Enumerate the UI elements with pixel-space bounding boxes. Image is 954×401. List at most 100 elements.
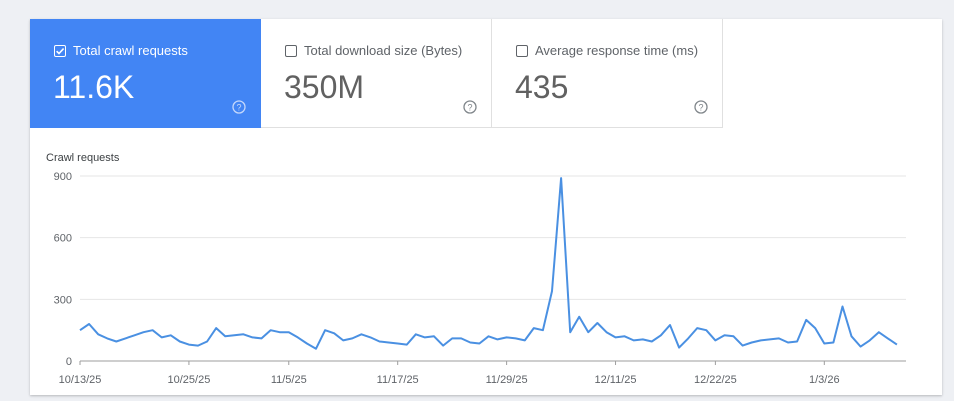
x-tick-label: 1/3/26: [809, 374, 840, 386]
data-point: [388, 342, 390, 344]
data-point: [833, 342, 835, 344]
data-point: [206, 341, 208, 343]
data-point: [261, 338, 263, 340]
data-point: [297, 337, 299, 339]
data-point: [397, 343, 399, 345]
data-point: [352, 338, 354, 340]
data-point: [533, 327, 535, 329]
x-tick-label: 10/25/25: [168, 374, 211, 386]
data-point: [488, 336, 490, 338]
data-point: [288, 331, 290, 333]
x-tick-label: 10/13/25: [59, 374, 102, 386]
data-point: [306, 343, 308, 345]
data-point: [524, 340, 526, 342]
data-point: [560, 177, 562, 179]
data-point: [125, 338, 127, 340]
metric-total-download-size[interactable]: Total download size (Bytes) 350M ?: [261, 19, 492, 128]
data-point: [787, 342, 789, 344]
data-point: [678, 347, 680, 349]
series-line: [79, 177, 898, 350]
metric-label: Average response time (ms): [535, 43, 699, 58]
crawl-stats-card: Total crawl requests 11.6K ? Total downl…: [30, 19, 942, 395]
svg-text:?: ?: [236, 102, 241, 112]
data-point: [669, 324, 671, 326]
svg-text:?: ?: [698, 102, 703, 112]
data-point: [97, 333, 99, 335]
help-circle-icon[interactable]: ?: [463, 100, 477, 114]
data-point: [224, 336, 226, 338]
data-point: [333, 332, 335, 334]
x-tick-label: 12/22/25: [694, 374, 737, 386]
data-point: [442, 345, 444, 347]
data-point: [615, 337, 617, 339]
data-point: [134, 335, 136, 337]
metric-value: 435: [515, 69, 569, 105]
data-point: [751, 342, 753, 344]
checkbox-icon[interactable]: [54, 45, 66, 57]
data-point: [624, 336, 626, 338]
data-point: [651, 341, 653, 343]
data-point: [515, 338, 517, 340]
data-point: [161, 337, 163, 339]
crawl-requests-chart: 0 300 600 900 10/13/25 10/25/25 11/5/25 11/17/2…: [54, 171, 906, 386]
data-point: [696, 327, 698, 329]
metric-value: 11.6K: [53, 69, 135, 105]
data-point: [470, 342, 472, 344]
data-point: [179, 341, 181, 343]
data-point: [252, 337, 254, 339]
data-point: [88, 323, 90, 325]
x-tick-label: 12/11/25: [595, 374, 637, 386]
data-point: [270, 329, 272, 331]
chart-title: Crawl requests: [46, 152, 120, 164]
data-point: [197, 345, 199, 347]
checkbox-icon[interactable]: [285, 45, 297, 57]
y-tick-label: 900: [54, 171, 72, 183]
x-tick-label: 11/17/25: [377, 374, 419, 386]
data-point: [215, 327, 217, 329]
data-point: [878, 331, 880, 333]
data-point: [869, 340, 871, 342]
data-point: [188, 344, 190, 346]
data-point: [842, 306, 844, 308]
metric-total-crawl-requests[interactable]: Total crawl requests 11.6K ?: [30, 19, 261, 128]
help-circle-icon[interactable]: ?: [232, 100, 246, 114]
data-point: [824, 343, 826, 345]
data-point: [660, 335, 662, 337]
data-point: [578, 316, 580, 318]
data-point: [551, 290, 553, 292]
metric-tabs: Total crawl requests 11.6K ? Total downl…: [30, 19, 723, 128]
data-point: [116, 341, 118, 343]
data-point: [569, 331, 571, 333]
data-point: [706, 329, 708, 331]
data-point: [279, 331, 281, 333]
metric-average-response-time[interactable]: Average response time (ms) 435 ?: [492, 19, 723, 128]
help-circle-icon[interactable]: ?: [694, 100, 708, 114]
data-point: [860, 346, 862, 348]
data-point: [542, 329, 544, 331]
data-point: [170, 335, 172, 337]
data-point: [687, 338, 689, 340]
data-point: [851, 336, 853, 338]
data-point: [497, 339, 499, 341]
data-point: [406, 344, 408, 346]
data-point: [506, 337, 508, 339]
metric-label: Total crawl requests: [73, 43, 188, 58]
data-point: [769, 339, 771, 341]
checkbox-icon[interactable]: [516, 45, 528, 57]
chart-area: Crawl requests 0 300 600 900 10/13/25 10/25/2…: [30, 128, 942, 395]
data-point: [79, 329, 81, 331]
y-tick-label: 300: [54, 294, 72, 306]
data-point: [633, 340, 635, 342]
data-point: [379, 341, 381, 343]
data-point: [433, 336, 435, 338]
data-point: [715, 340, 717, 342]
data-point: [106, 338, 108, 340]
data-point: [370, 337, 372, 339]
data-point: [760, 340, 762, 342]
data-point: [733, 336, 735, 338]
x-tick-label: 11/5/25: [271, 374, 307, 386]
svg-text:?: ?: [467, 102, 472, 112]
data-point: [243, 333, 245, 335]
data-point: [479, 343, 481, 345]
data-point: [805, 319, 807, 321]
